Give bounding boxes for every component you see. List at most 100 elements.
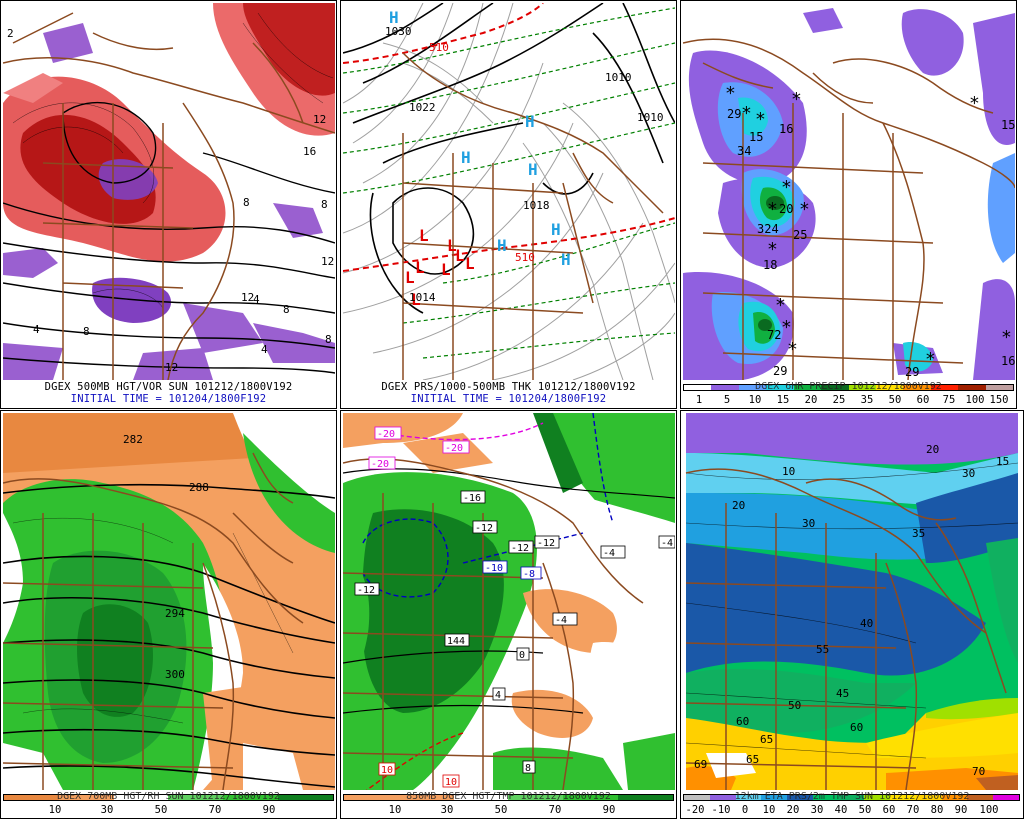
panel-caption: DGEX 6HR PRECIP 101212/1800V192 xyxy=(755,381,942,392)
svg-text:10: 10 xyxy=(782,465,795,478)
svg-text:69: 69 xyxy=(694,758,707,771)
svg-text:60: 60 xyxy=(850,721,863,734)
svg-text:-20: -20 xyxy=(377,429,395,440)
svg-text:8: 8 xyxy=(83,325,90,338)
svg-text:8: 8 xyxy=(321,198,328,211)
svg-text:*: * xyxy=(787,339,798,360)
svg-text:8: 8 xyxy=(243,196,250,209)
temp-2m-colorbar xyxy=(683,794,1020,801)
svg-text:12: 12 xyxy=(165,361,178,374)
svg-text:-4: -4 xyxy=(603,548,615,559)
svg-text:288: 288 xyxy=(189,481,209,494)
initial-time: INITIAL TIME = 101204/1800F192 xyxy=(410,393,607,405)
svg-text:70: 70 xyxy=(972,765,985,778)
svg-text:-12: -12 xyxy=(475,523,493,534)
svg-text:H: H xyxy=(525,112,535,131)
svg-text:16: 16 xyxy=(1001,354,1015,368)
svg-text:H: H xyxy=(461,148,471,167)
svg-text:*: * xyxy=(755,109,766,130)
svg-text:16: 16 xyxy=(779,122,793,136)
svg-text:510: 510 xyxy=(515,251,535,264)
panel-2m-temperature: 10 20 30 35 40 45 50 55 60 65 70 60 65 6… xyxy=(680,410,1024,819)
panel-pressure-thickness: H H H H H H H L L L L L L L L 1030 1022 … xyxy=(340,0,677,409)
panel-6hr-precip: * * * * * * * * * * * * * * 29 15 34 16 20 324 25… xyxy=(680,0,1017,409)
panel-500mb-vorticity: 8 12 4 8 12 12 16 8 4 8 4 8 2 12 DGEX 50… xyxy=(0,0,337,409)
svg-text:1014: 1014 xyxy=(409,291,436,304)
svg-text:12: 12 xyxy=(321,255,334,268)
svg-text:300: 300 xyxy=(165,668,185,681)
svg-text:L: L xyxy=(447,236,457,255)
svg-text:1010: 1010 xyxy=(605,71,632,84)
svg-text:*: * xyxy=(969,93,980,114)
svg-text:29: 29 xyxy=(773,364,787,378)
svg-text:50: 50 xyxy=(788,699,801,712)
panel-caption: DGEX PRS/1000-500MB THK 101212/1800V192 xyxy=(381,381,636,393)
svg-text:H: H xyxy=(551,220,561,239)
svg-text:34: 34 xyxy=(737,144,751,158)
svg-text:-4: -4 xyxy=(661,538,673,549)
svg-text:4: 4 xyxy=(495,690,501,701)
panel-850mb-temp: -20 -20 -20 -16 -12 -12 -12 -10 -8 -4 -4… xyxy=(340,410,677,819)
temp-850-map: -20 -20 -20 -16 -12 -12 -12 -10 -8 -4 -4… xyxy=(343,413,675,790)
svg-text:L: L xyxy=(415,258,425,277)
svg-text:60: 60 xyxy=(736,715,749,728)
low-symbol: L xyxy=(419,226,429,245)
svg-text:12: 12 xyxy=(313,113,326,126)
svg-text:35: 35 xyxy=(912,527,925,540)
svg-text:*: * xyxy=(725,83,736,104)
svg-text:30: 30 xyxy=(962,467,975,480)
svg-text:*: * xyxy=(767,199,778,220)
precip-map: ** * *** *** ** * ** 29 15 34 16 20 324 25… xyxy=(683,3,1015,380)
svg-text:1030: 1030 xyxy=(385,25,412,38)
precip-markers: ** * *** *** ** * ** xyxy=(725,83,1012,370)
panel-caption: 12km ETA PRS/2m TMP SUN 101212/1800V192 xyxy=(734,791,970,802)
svg-text:1010: 1010 xyxy=(637,111,664,124)
svg-text:30: 30 xyxy=(802,517,815,530)
vorticity-map: 8 12 4 8 12 12 16 8 4 8 4 8 2 12 xyxy=(3,3,335,380)
svg-text:L: L xyxy=(455,246,465,265)
panel-caption: DGEX 500MB HGT/VOR SUN 101212/1800V192 xyxy=(44,381,293,393)
rh-map: 288 294 300 282 xyxy=(3,413,335,790)
svg-text:-8: -8 xyxy=(523,569,535,580)
svg-text:-4: -4 xyxy=(555,615,567,626)
svg-text:65: 65 xyxy=(746,753,759,766)
high-symbol: H xyxy=(389,8,399,27)
panel-700mb-rh: 288 294 300 282 DGEX 700MB HGT/RH SUN 10… xyxy=(0,410,337,819)
svg-text:*: * xyxy=(925,349,936,370)
svg-text:4: 4 xyxy=(33,323,40,336)
svg-text:25: 25 xyxy=(793,228,807,242)
initial-time: INITIAL TIME = 101204/1800F192 xyxy=(70,393,267,405)
svg-text:*: * xyxy=(781,177,792,198)
svg-text:15: 15 xyxy=(749,130,763,144)
svg-text:144: 144 xyxy=(447,636,465,647)
temp-2m-map: 10 20 30 35 40 45 50 55 60 65 70 60 65 6… xyxy=(685,413,1019,790)
svg-text:324: 324 xyxy=(757,222,779,236)
svg-text:-12: -12 xyxy=(537,538,555,549)
svg-text:*: * xyxy=(775,295,786,316)
svg-text:-12: -12 xyxy=(357,585,375,596)
precip-colorbar-labels: 1 5 10 15 20 25 35 50 60 75 100 150 xyxy=(695,394,1009,406)
svg-text:282: 282 xyxy=(123,433,143,446)
svg-text:29: 29 xyxy=(905,365,919,379)
svg-text:2: 2 xyxy=(7,27,14,40)
svg-text:-20: -20 xyxy=(371,459,389,470)
svg-text:12: 12 xyxy=(241,291,254,304)
svg-text:L: L xyxy=(441,260,451,279)
svg-text:H: H xyxy=(561,250,571,269)
svg-text:L: L xyxy=(411,290,421,309)
svg-text:20: 20 xyxy=(926,443,939,456)
svg-text:8: 8 xyxy=(325,333,332,346)
svg-text:L: L xyxy=(465,254,475,273)
svg-text:45: 45 xyxy=(836,687,849,700)
precip-values: 29 15 34 16 20 324 25 18 72 29 16 15 29 xyxy=(727,107,1015,379)
svg-text:4: 4 xyxy=(253,293,260,306)
svg-text:1022: 1022 xyxy=(409,101,436,114)
svg-text:0: 0 xyxy=(519,650,525,661)
svg-text:1018: 1018 xyxy=(523,199,550,212)
height-contour-labels: 288 294 300 282 xyxy=(123,433,209,681)
svg-text:-10: -10 xyxy=(485,563,503,574)
rh-colorbar xyxy=(3,794,334,801)
svg-text:294: 294 xyxy=(165,607,185,620)
svg-text:*: * xyxy=(799,199,810,220)
svg-text:10: 10 xyxy=(381,765,393,776)
